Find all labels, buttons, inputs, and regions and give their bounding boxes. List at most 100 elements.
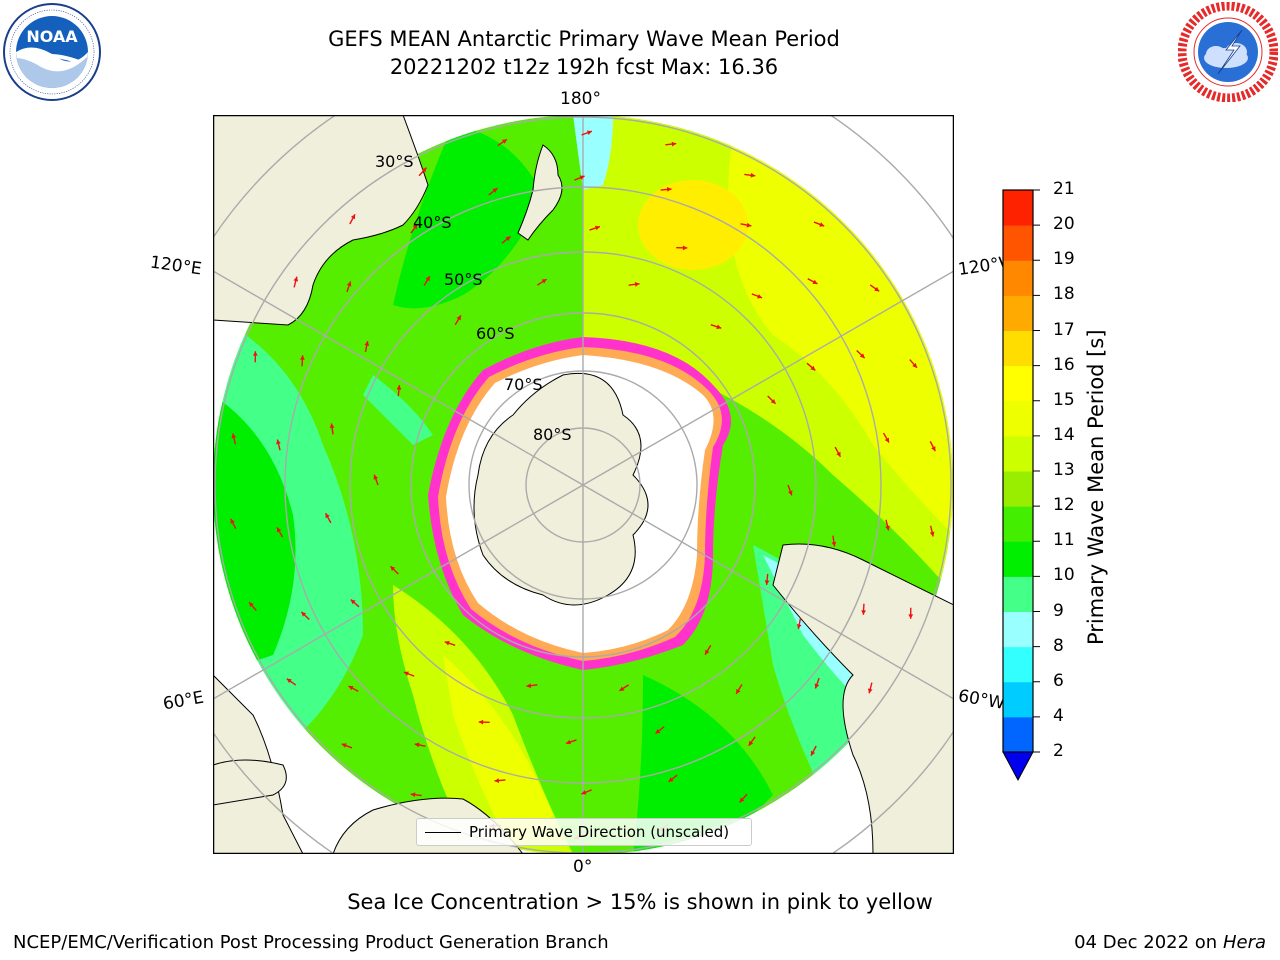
sea-ice-caption: Sea Ice Concentration > 15% is shown in … xyxy=(347,890,933,914)
wave-arrow-head xyxy=(444,640,450,646)
wave-arrow-head xyxy=(668,777,674,782)
lat-label-30s: 30°S xyxy=(375,152,414,171)
wave-arrow-head xyxy=(666,187,672,192)
wave-arrow-head xyxy=(346,281,352,287)
colorbar-tick-label: 20 xyxy=(1053,214,1075,235)
wave-arrow-head xyxy=(412,224,418,230)
wave-arrow-head xyxy=(566,739,572,745)
wave-arrow-head xyxy=(764,580,770,585)
wave-arrow-head xyxy=(325,513,330,519)
wave-arrow-head xyxy=(929,531,935,537)
map-legend: Primary Wave Direction (unscaled) xyxy=(416,818,752,846)
wave-arrow-head xyxy=(931,446,936,452)
colorbar-tick-label: 21 xyxy=(1053,179,1075,199)
noaa-logo-text: NOAA xyxy=(26,27,78,46)
nws-logo-icon xyxy=(1178,2,1278,102)
wave-arrow-head xyxy=(682,245,688,251)
wave-arrow-head xyxy=(831,541,837,547)
legend-line-swatch xyxy=(425,832,461,833)
colorbar-segment xyxy=(1003,611,1033,648)
wave-arrow-head xyxy=(739,797,745,803)
wave-arrow-head xyxy=(796,624,802,629)
colorbar-tick-label: 19 xyxy=(1053,249,1075,270)
wave-arrow-head xyxy=(912,362,917,368)
wave-arrow-head xyxy=(788,490,793,496)
colorbar-segment xyxy=(1003,681,1033,718)
colorbar-tick-label: 16 xyxy=(1053,354,1075,375)
colorbar-tick-label: 14 xyxy=(1053,424,1075,445)
wave-arrow-head xyxy=(390,566,396,572)
lat-label-50s: 50°S xyxy=(444,270,483,289)
wave-arrow-head xyxy=(861,610,866,615)
wave-arrow-head xyxy=(812,279,818,284)
wave-arrow-head xyxy=(874,286,880,292)
wave-arrow-head xyxy=(410,792,416,798)
wave-arrow-head xyxy=(286,678,292,684)
colorbar-tick-label: 17 xyxy=(1053,319,1075,340)
lon-label-120e: 120°E xyxy=(148,252,203,280)
wave-arrow-head xyxy=(736,688,741,694)
colorbar-tick-label: 13 xyxy=(1053,460,1075,480)
wave-arrow-head xyxy=(526,683,532,689)
wave-arrow-head xyxy=(403,671,409,676)
colorbar-segment xyxy=(1003,435,1033,472)
wave-arrow-head xyxy=(492,188,498,193)
wave-arrow-head xyxy=(885,525,890,531)
wave-arrow-head xyxy=(414,742,420,748)
wave-arrow-head xyxy=(293,276,299,282)
colorbar-segment xyxy=(1003,646,1033,683)
wave-arrow-head xyxy=(655,729,661,734)
chart-subtitle: 20221202 t12z 192h fcst Max: 16.36 xyxy=(389,55,779,79)
colorbar-tick-label: 4 xyxy=(1053,705,1064,726)
colorbar xyxy=(1002,189,1040,782)
lat-label-80s: 80°S xyxy=(533,425,572,444)
footer-date: 04 Dec 2022 on Hera xyxy=(1074,932,1266,953)
wave-arrow-head xyxy=(757,294,763,299)
wave-arrow-head xyxy=(594,225,600,231)
wave-arrow-head xyxy=(814,683,820,689)
wave-arrow-head xyxy=(364,341,370,346)
wave-arrow-head xyxy=(341,743,347,748)
wave-arrow-head xyxy=(231,433,237,439)
colorbar-segment xyxy=(1003,541,1033,577)
colorbar-segment xyxy=(1003,225,1033,261)
wave-arrow-head xyxy=(770,398,776,404)
land-new-zealand xyxy=(517,144,563,241)
wave-arrow-head xyxy=(750,172,756,178)
colorbar-segment xyxy=(1003,471,1033,507)
colorbar-tick-label: 12 xyxy=(1053,495,1075,516)
wave-arrow-head xyxy=(634,281,640,287)
colorbar-segment xyxy=(1003,260,1033,296)
wave-arrow-head xyxy=(705,649,710,655)
colorbar-tick-label: 6 xyxy=(1053,670,1064,691)
wave-arrow-head xyxy=(867,688,873,694)
polar-map xyxy=(213,115,954,854)
chart-title: GEFS MEAN Antarctic Primary Wave Mean Pe… xyxy=(328,27,840,51)
wave-arrow-head xyxy=(456,315,461,321)
wave-arrow-head xyxy=(276,439,281,445)
wave-arrow-head xyxy=(619,686,625,691)
colorbar-tick-label: 2 xyxy=(1053,741,1064,761)
wave-arrow-head xyxy=(581,790,587,795)
wave-arrow-head xyxy=(746,222,752,228)
lon-label-0: 0° xyxy=(573,857,593,877)
wave-arrow-head xyxy=(348,686,354,691)
wave-arrow-head xyxy=(329,423,335,429)
wave-arrow-head xyxy=(579,175,585,180)
wave-arrow-head xyxy=(716,324,722,330)
wave-arrow-head xyxy=(421,167,427,173)
wave-arrow-head xyxy=(505,236,511,241)
wave-arrow-head xyxy=(884,437,890,443)
wave-arrow-head xyxy=(810,365,816,371)
wave-arrow-head xyxy=(396,385,402,390)
lat-label-60s: 60°S xyxy=(476,324,515,343)
colorbar-segment xyxy=(1003,576,1033,612)
colorbar-segment xyxy=(1003,365,1033,402)
wave-arrow-head xyxy=(819,222,825,227)
lat-label-70s: 70°S xyxy=(504,375,543,394)
wave-arrow-head xyxy=(252,351,258,356)
wave-arrow-head xyxy=(373,474,378,480)
colorbar-segment xyxy=(1003,506,1033,542)
wave-arrow-head xyxy=(501,139,507,144)
wave-arrow-head xyxy=(249,602,254,608)
